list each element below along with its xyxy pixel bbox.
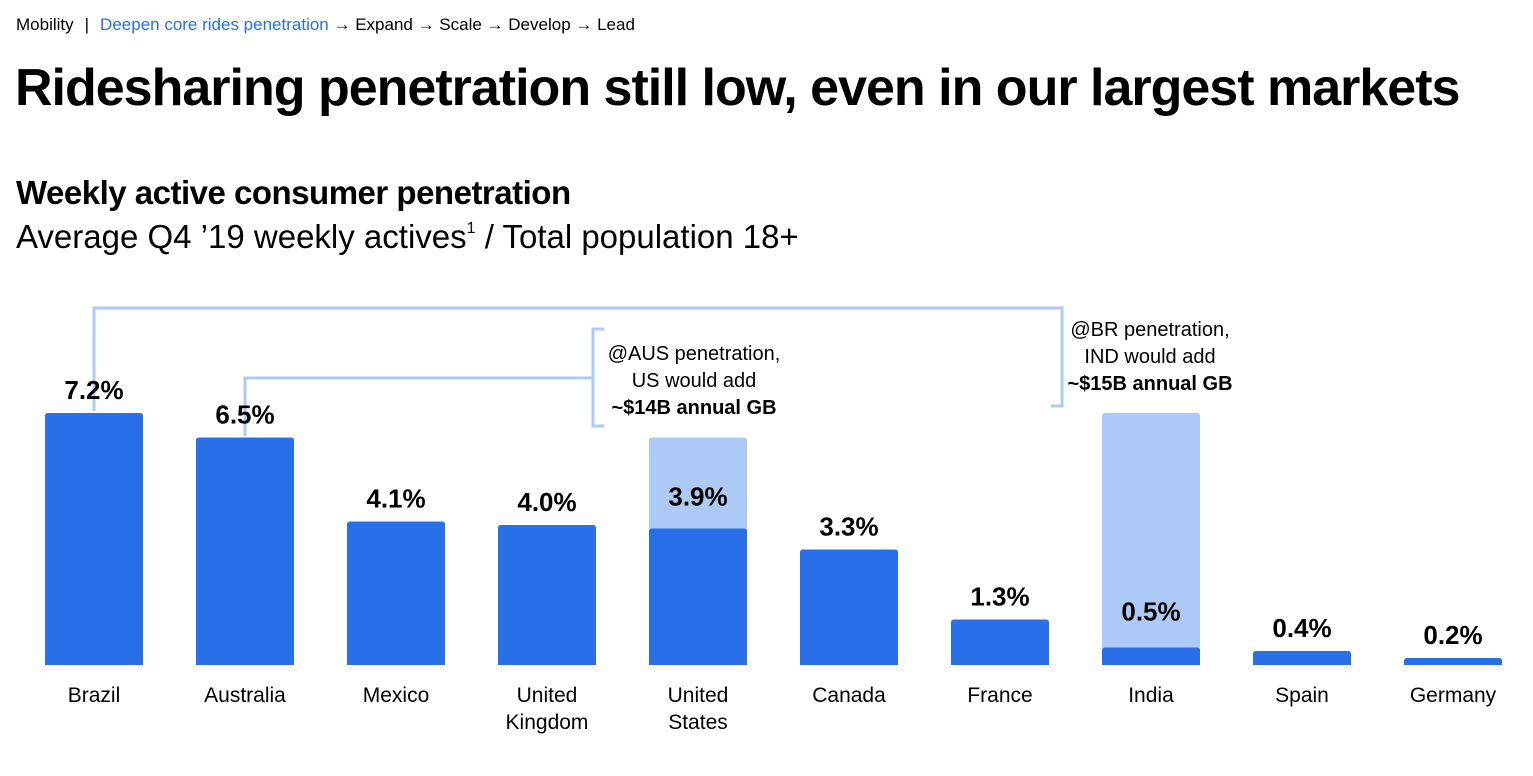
bar-united-states: [649, 528, 747, 665]
bar-france: [951, 619, 1049, 665]
category-label-australia: Australia: [204, 684, 286, 707]
bar-germany: [1404, 658, 1502, 665]
bar-mexico: [347, 521, 445, 665]
category-label-mexico: Mexico: [363, 684, 430, 707]
india-annotation: @BR penetration, IND would add ~$15B ann…: [1053, 317, 1247, 398]
breadcrumb-active-step: Deepen core rides penetration: [100, 15, 329, 34]
footnote-marker: 1: [466, 220, 476, 237]
value-label-spain: 0.4%: [1272, 613, 1331, 643]
bar-united-kingdom: [498, 525, 596, 665]
category-label-india: India: [1128, 684, 1174, 707]
value-label-mexico: 4.1%: [366, 484, 425, 514]
australia-connector: [243, 376, 593, 436]
breadcrumb-next-steps: → Expand → Scale → Develop → Lead: [333, 15, 635, 34]
potential-bar-india: [1102, 413, 1200, 665]
us-annotation-line3: ~$14B annual GB: [611, 397, 777, 419]
us-annotation-bracket: [591, 327, 604, 428]
category-label-spain: Spain: [1275, 684, 1329, 707]
breadcrumb-separator: |: [84, 15, 90, 34]
category-label-canada: Canada: [812, 684, 886, 707]
category-label-brazil: Brazil: [68, 684, 121, 707]
value-labels-group: 7.2% 6.5% 4.1% 4.0% 3.9% 3.3% 1.3% 0.5% 0.4% 0.2%: [64, 375, 1482, 650]
bar-spain: [1253, 651, 1351, 665]
category-labels-group: Brazil Australia Mexico United Kingdom United…: [68, 684, 1497, 734]
us-annotation-line1: @AUS penetration,: [607, 343, 781, 365]
us-annotation: @AUS penetration, US would add ~$14B ann…: [594, 341, 794, 422]
chart-subtitle-tail: / Total population 18+: [475, 218, 799, 255]
category-label-united-states-line2: States: [668, 711, 728, 734]
breadcrumb: Mobility | Deepen core rides penetration →…: [16, 15, 635, 35]
india-annotation-line3: ~$15B annual GB: [1067, 373, 1233, 395]
bar-australia: [196, 437, 294, 665]
bar-brazil: [45, 413, 143, 665]
category-label-united-states-line1: United: [668, 684, 729, 707]
india-annotation-line1: @BR penetration,: [1070, 319, 1230, 341]
value-label-australia: 6.5%: [215, 400, 274, 430]
chart-subtitle-text: Average Q4 ’19 weekly actives: [16, 218, 467, 255]
page-title: Ridesharing penetration still low, even …: [15, 59, 1460, 117]
value-label-united-kingdom: 4.0%: [517, 487, 576, 517]
category-label-france: France: [967, 684, 1032, 707]
chart-subtitle: Average Q4 ’19 weekly actives1 / Total p…: [16, 218, 799, 256]
category-label-germany: Germany: [1410, 684, 1497, 707]
brazil-india-bracket: [92, 306, 1064, 411]
bar-canada: [800, 549, 898, 665]
us-annotation-line2: US would add: [631, 370, 757, 392]
india-annotation-line2: IND would add: [1084, 346, 1216, 368]
value-label-france: 1.3%: [970, 582, 1029, 612]
bar-india: [1102, 647, 1200, 665]
breadcrumb-section: Mobility: [16, 15, 74, 34]
value-label-brazil: 7.2%: [64, 375, 123, 405]
bars-group: [45, 413, 1502, 665]
value-label-canada: 3.3%: [819, 512, 878, 542]
chart-title: Weekly active consumer penetration: [16, 174, 571, 211]
value-label-united-states: 3.9%: [668, 482, 727, 512]
category-label-united-kingdom-line2: Kingdom: [506, 711, 589, 734]
annotation-brackets: [92, 306, 1064, 436]
value-label-india: 0.5%: [1121, 597, 1180, 627]
category-label-united-kingdom-line1: United: [517, 684, 578, 707]
value-label-germany: 0.2%: [1423, 620, 1482, 650]
